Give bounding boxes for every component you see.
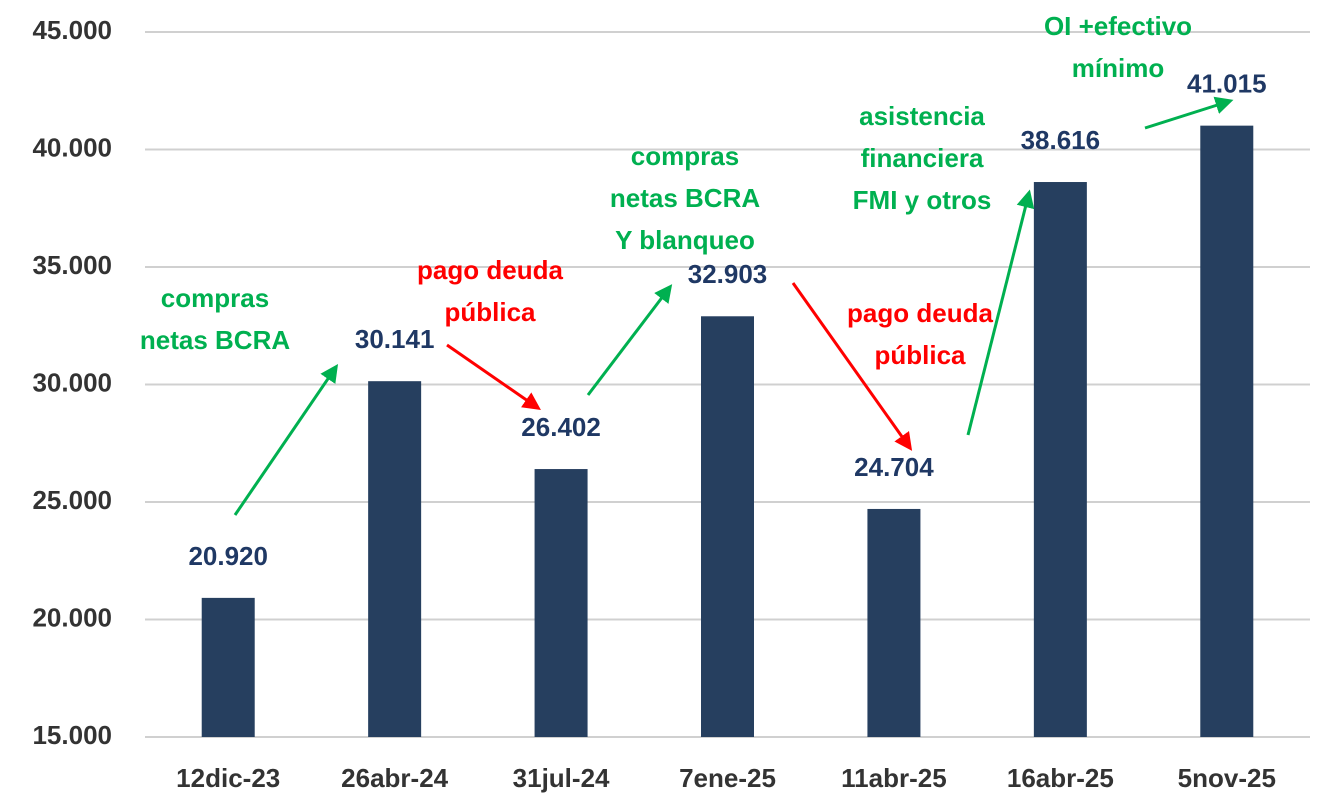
bar	[701, 316, 754, 737]
arrows	[233, 96, 1234, 516]
annotation: compras	[161, 283, 269, 313]
value-label: 26.402	[521, 412, 601, 442]
value-label: 24.704	[854, 452, 934, 482]
y-tick-label: 45.000	[32, 15, 112, 45]
arrow	[791, 282, 913, 451]
value-label: 41.015	[1187, 69, 1267, 99]
annotation: asistencia	[859, 101, 985, 131]
arrow	[586, 284, 673, 396]
x-tick-label: 5nov-25	[1178, 763, 1276, 793]
y-tick-label: 25.000	[32, 485, 112, 515]
annotation: FMI y otros	[853, 185, 992, 215]
bar	[201, 597, 255, 737]
y-tick-label: 30.000	[32, 367, 112, 397]
annotation: financiera	[861, 143, 984, 173]
bar	[1200, 125, 1254, 737]
x-tick-label: 12dic-23	[176, 763, 280, 793]
y-tick-label: 35.000	[32, 250, 112, 280]
annotation: pública	[874, 340, 966, 370]
x-tick-label: 26abr-24	[341, 763, 448, 793]
x-tick-label: 11abr-25	[841, 763, 947, 793]
y-tick-label: 15.000	[32, 720, 112, 750]
arrow	[446, 343, 541, 411]
annotation: compras	[631, 141, 739, 171]
value-label: 32.903	[688, 259, 768, 289]
annotation: netas BCRA	[610, 183, 760, 213]
value-label: 38.616	[1021, 125, 1101, 155]
y-tick-label: 20.000	[32, 602, 112, 632]
x-tick-label: 7ene-25	[679, 763, 776, 793]
arrow	[966, 189, 1035, 436]
annotation: OI +efectivo	[1044, 11, 1192, 41]
bar	[368, 381, 422, 737]
bar	[534, 469, 588, 737]
annotation: pública	[444, 297, 536, 327]
value-label: 30.141	[355, 324, 435, 354]
annotation: mínimo	[1072, 53, 1164, 83]
annotation: Y blanqueo	[615, 225, 755, 255]
y-tick-label: 40.000	[32, 132, 112, 162]
arrow	[233, 364, 339, 516]
x-tick-label: 16abr-25	[1007, 763, 1114, 793]
bar	[1033, 182, 1087, 738]
x-tick-label: 31jul-24	[513, 763, 610, 793]
annotation: pago deuda	[847, 298, 993, 328]
annotation: netas BCRA	[140, 325, 290, 355]
annotation: pago deuda	[417, 255, 563, 285]
value-label: 20.920	[188, 541, 268, 571]
bar	[867, 508, 921, 737]
arrow	[1144, 96, 1234, 130]
